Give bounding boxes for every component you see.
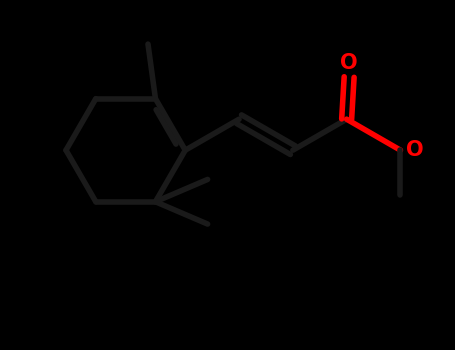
Text: O: O: [340, 53, 358, 73]
Text: O: O: [406, 140, 424, 160]
